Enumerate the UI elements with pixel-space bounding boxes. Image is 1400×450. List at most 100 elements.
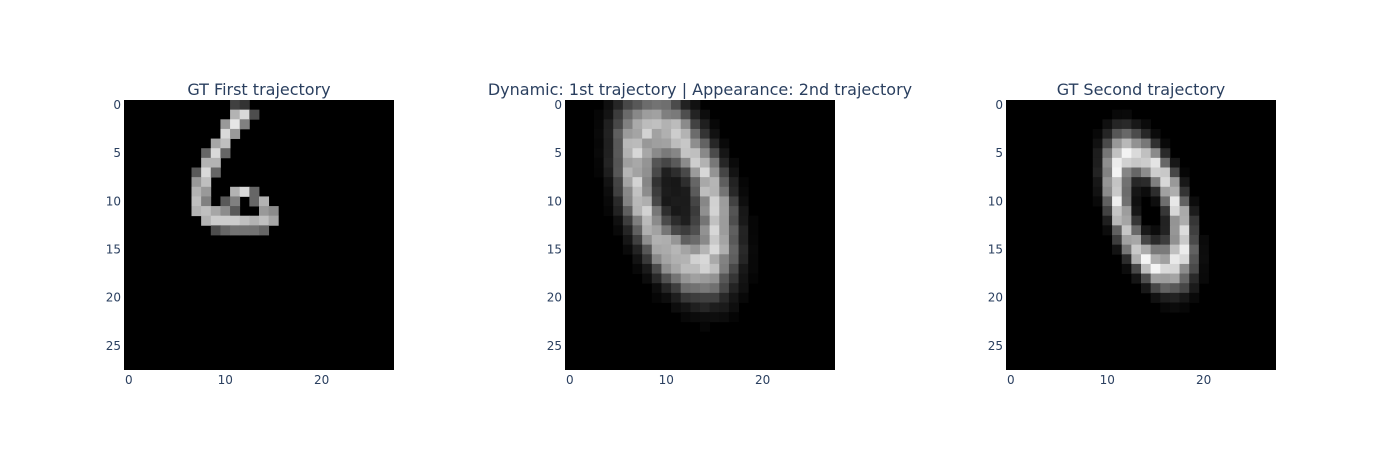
- heatmap-cell: [1150, 186, 1161, 197]
- heatmap-cell: [1169, 273, 1180, 284]
- heatmap-cell: [603, 196, 614, 207]
- heatmap-cell: [651, 254, 662, 265]
- heatmap-cell: [728, 263, 739, 274]
- heatmap-cell: [709, 119, 720, 130]
- heatmap-cell: [709, 186, 720, 197]
- x-tick-label: 10: [659, 373, 674, 387]
- heatmap-cell: [1160, 167, 1171, 178]
- heatmap-image: [1006, 100, 1276, 370]
- heatmap-cell: [651, 292, 662, 303]
- heatmap-cell: [651, 244, 662, 255]
- heatmap-cell: [700, 119, 711, 130]
- heatmap-cell: [680, 177, 691, 188]
- heatmap-cell: [1141, 157, 1152, 168]
- heatmap-cell: [651, 273, 662, 284]
- heatmap-cell: [671, 244, 682, 255]
- heatmap-cell: [1169, 215, 1180, 226]
- heatmap-cell: [1179, 235, 1190, 246]
- heatmap-cell: [642, 273, 653, 284]
- heatmap-cell: [613, 109, 624, 120]
- subplot-gt-second-trajectory: GT Second trajectory 0 10 20 0 5 10 15 20 25: [988, 80, 1276, 387]
- heatmap-cell: [719, 312, 730, 323]
- heatmap-cell: [1121, 148, 1132, 159]
- heatmap-cell: [1150, 273, 1161, 284]
- heatmap-cell: [642, 167, 653, 178]
- heatmap-cell: [1160, 263, 1171, 274]
- heatmap-cell: [700, 235, 711, 246]
- heatmap-cell: [642, 206, 653, 217]
- heatmap-cell: [651, 177, 662, 188]
- heatmap-cell: [1112, 235, 1123, 246]
- heatmap-cell: [1121, 119, 1132, 130]
- y-tick-label: 10: [547, 194, 562, 208]
- heatmap-cell: [632, 138, 643, 149]
- heatmap-cell: [651, 128, 662, 139]
- x-axis-ticks: 0 10 20: [1007, 373, 1211, 387]
- x-tick-label: 20: [1196, 373, 1211, 387]
- heatmap-cell: [259, 225, 270, 236]
- heatmap-cell: [651, 215, 662, 226]
- heatmap-cell: [1150, 157, 1161, 168]
- heatmap-cell: [709, 177, 720, 188]
- heatmap-cell: [239, 215, 250, 226]
- heatmap-cell: [1189, 206, 1200, 217]
- heatmap-cell: [201, 167, 212, 178]
- heatmap-cell: [651, 283, 662, 294]
- heatmap-cell: [220, 215, 231, 226]
- heatmap-cell: [1131, 119, 1142, 130]
- heatmap-cell: [603, 177, 614, 188]
- y-tick-label: 20: [988, 291, 1003, 305]
- heatmap-cell: [259, 206, 270, 217]
- heatmap-cell: [651, 235, 662, 246]
- heatmap-cell: [593, 157, 604, 168]
- heatmap-cell: [1131, 263, 1142, 274]
- heatmap-cell: [1160, 225, 1171, 236]
- heatmap-cell: [719, 186, 730, 197]
- heatmap-cell: [622, 206, 633, 217]
- heatmap-cell: [719, 148, 730, 159]
- y-tick-label: 5: [113, 146, 121, 160]
- heatmap-cell: [690, 244, 701, 255]
- heatmap-cell: [1112, 215, 1123, 226]
- heatmap-cell: [230, 109, 241, 120]
- heatmap-cell: [622, 215, 633, 226]
- heatmap-cell: [719, 283, 730, 294]
- heatmap-cell: [1112, 206, 1123, 217]
- heatmap-cell: [1092, 128, 1103, 139]
- heatmap-cell: [728, 283, 739, 294]
- heatmap-cell: [1150, 138, 1161, 149]
- heatmap-cell: [622, 119, 633, 130]
- heatmap-cell: [1169, 196, 1180, 207]
- heatmap-cell: [1141, 128, 1152, 139]
- heatmap-cell: [651, 119, 662, 130]
- heatmap-cell: [1189, 235, 1200, 246]
- heatmap-cell: [1121, 244, 1132, 255]
- heatmap-cell: [700, 225, 711, 236]
- heatmap-cell: [680, 244, 691, 255]
- heatmap-cell: [1092, 148, 1103, 159]
- heatmap-cell: [690, 177, 701, 188]
- heatmap-cell: [1141, 283, 1152, 294]
- heatmap-cell: [690, 128, 701, 139]
- heatmap-cell: [1131, 254, 1142, 265]
- heatmap-cell: [1160, 157, 1171, 168]
- heatmap-cell: [709, 167, 720, 178]
- heatmap-cell: [642, 148, 653, 159]
- heatmap-cell: [1160, 244, 1171, 255]
- heatmap-cell: [671, 167, 682, 178]
- heatmap-cell: [1169, 186, 1180, 197]
- heatmap-cell: [1150, 235, 1161, 246]
- heatmap-cell: [622, 225, 633, 236]
- heatmap-cell: [1150, 283, 1161, 294]
- heatmap-cell: [632, 157, 643, 168]
- heatmap-cell: [622, 100, 633, 111]
- heatmap-cell: [719, 244, 730, 255]
- heatmap-cell: [622, 128, 633, 139]
- heatmap-cell: [622, 109, 633, 120]
- heatmap-cell: [728, 235, 739, 246]
- heatmap-cell: [1092, 138, 1103, 149]
- heatmap-cell: [719, 196, 730, 207]
- heatmap-cell: [1112, 244, 1123, 255]
- y-tick-label: 10: [988, 194, 1003, 208]
- heatmap-cell: [1102, 167, 1113, 178]
